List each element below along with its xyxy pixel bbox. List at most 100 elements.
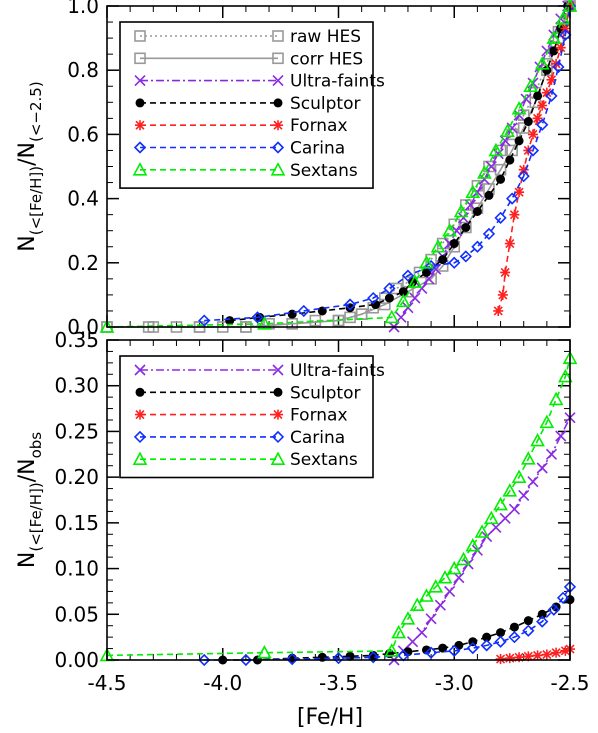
data-point bbox=[541, 45, 553, 57]
legend-marker bbox=[134, 30, 146, 42]
data-point bbox=[513, 109, 525, 121]
legend-label: Sextans bbox=[290, 450, 358, 470]
legend-label: corr HES bbox=[290, 49, 363, 69]
data-point bbox=[532, 113, 543, 124]
data-point bbox=[534, 56, 550, 70]
data-point bbox=[505, 192, 519, 205]
data-point bbox=[456, 551, 471, 566]
data-point bbox=[478, 173, 490, 185]
data-point bbox=[471, 240, 484, 253]
series-line bbox=[204, 5, 571, 322]
data-point bbox=[344, 311, 356, 324]
data-point bbox=[454, 640, 464, 650]
data-point bbox=[545, 448, 558, 460]
data-point bbox=[297, 304, 310, 318]
data-point bbox=[474, 524, 490, 538]
data-point bbox=[495, 654, 506, 665]
y-tick-label: 0.6 bbox=[67, 122, 99, 146]
legend-marker bbox=[273, 98, 283, 108]
legend-marker bbox=[134, 364, 146, 376]
legend-label: Carina bbox=[290, 428, 345, 448]
y-tick-label: 0.8 bbox=[67, 58, 99, 82]
data-point bbox=[239, 653, 253, 667]
data-point bbox=[508, 631, 521, 644]
data-point bbox=[537, 609, 547, 619]
data-point bbox=[514, 187, 525, 198]
series-line bbox=[229, 5, 569, 322]
data-point bbox=[552, 60, 565, 74]
data-point bbox=[483, 510, 499, 525]
data-point bbox=[492, 148, 504, 160]
legend-marker bbox=[271, 141, 285, 154]
y-tick-label: 0.00 bbox=[54, 648, 99, 672]
data-point bbox=[409, 597, 425, 611]
data-point bbox=[547, 603, 560, 616]
series-line bbox=[393, 417, 571, 661]
x-tick-label: -3.0 bbox=[435, 671, 474, 695]
data-point bbox=[367, 291, 380, 305]
data-point bbox=[490, 521, 502, 533]
series-line bbox=[393, 5, 569, 328]
data-point bbox=[494, 635, 507, 648]
data-point bbox=[446, 560, 462, 575]
data-point bbox=[286, 652, 299, 666]
data-point bbox=[438, 643, 448, 653]
data-point bbox=[545, 89, 558, 103]
data-point bbox=[430, 263, 442, 275]
data-point bbox=[402, 302, 414, 314]
data-point bbox=[416, 282, 428, 295]
data-point bbox=[383, 282, 396, 295]
data-point bbox=[496, 628, 506, 638]
y-axis-label: N(<[Fe/H])/Nobs bbox=[15, 432, 45, 568]
legend-marker bbox=[272, 364, 284, 376]
y-tick-label: 0.10 bbox=[54, 557, 99, 581]
data-point bbox=[400, 611, 416, 625]
data-point bbox=[536, 118, 549, 131]
data-point bbox=[514, 136, 524, 146]
data-point bbox=[461, 222, 471, 232]
legend-label: Ultra-faints bbox=[290, 361, 385, 381]
legend-marker bbox=[273, 409, 283, 420]
data-point bbox=[504, 238, 515, 249]
legend-marker bbox=[135, 120, 145, 131]
data-point bbox=[518, 164, 529, 175]
data-point bbox=[395, 293, 411, 308]
data-point bbox=[556, 591, 570, 604]
data-point bbox=[343, 298, 357, 311]
data-point bbox=[409, 292, 421, 304]
data-point bbox=[403, 647, 413, 657]
legend-label: Sculptor bbox=[290, 383, 360, 403]
legend-marker bbox=[272, 52, 284, 65]
data-point bbox=[496, 174, 506, 184]
data-point bbox=[548, 391, 564, 406]
legend-box bbox=[119, 21, 374, 189]
data-point bbox=[482, 227, 496, 241]
data-point bbox=[546, 74, 557, 85]
data-point bbox=[465, 184, 481, 198]
data-point bbox=[438, 255, 448, 265]
data-point bbox=[504, 653, 515, 664]
y-tick-label: 0.4 bbox=[67, 187, 99, 211]
data-point bbox=[459, 250, 472, 263]
data-point bbox=[421, 267, 431, 277]
data-point bbox=[225, 316, 235, 326]
data-point bbox=[398, 287, 408, 297]
data-point bbox=[465, 538, 481, 552]
legend-box bbox=[119, 355, 374, 479]
data-point bbox=[407, 274, 423, 288]
data-point bbox=[549, 46, 559, 56]
legend-marker bbox=[133, 141, 147, 154]
x-tick-label: -4.5 bbox=[87, 671, 126, 695]
legend-marker bbox=[132, 451, 148, 466]
data-point bbox=[527, 476, 539, 488]
data-point bbox=[523, 117, 533, 127]
data-point bbox=[287, 309, 297, 319]
data-point bbox=[468, 637, 478, 647]
legend-marker bbox=[133, 430, 147, 444]
data-point bbox=[257, 645, 272, 659]
plot-frame bbox=[106, 5, 571, 328]
data-point bbox=[502, 483, 518, 497]
legend-label: Carina bbox=[290, 139, 345, 159]
data-point bbox=[542, 65, 552, 75]
